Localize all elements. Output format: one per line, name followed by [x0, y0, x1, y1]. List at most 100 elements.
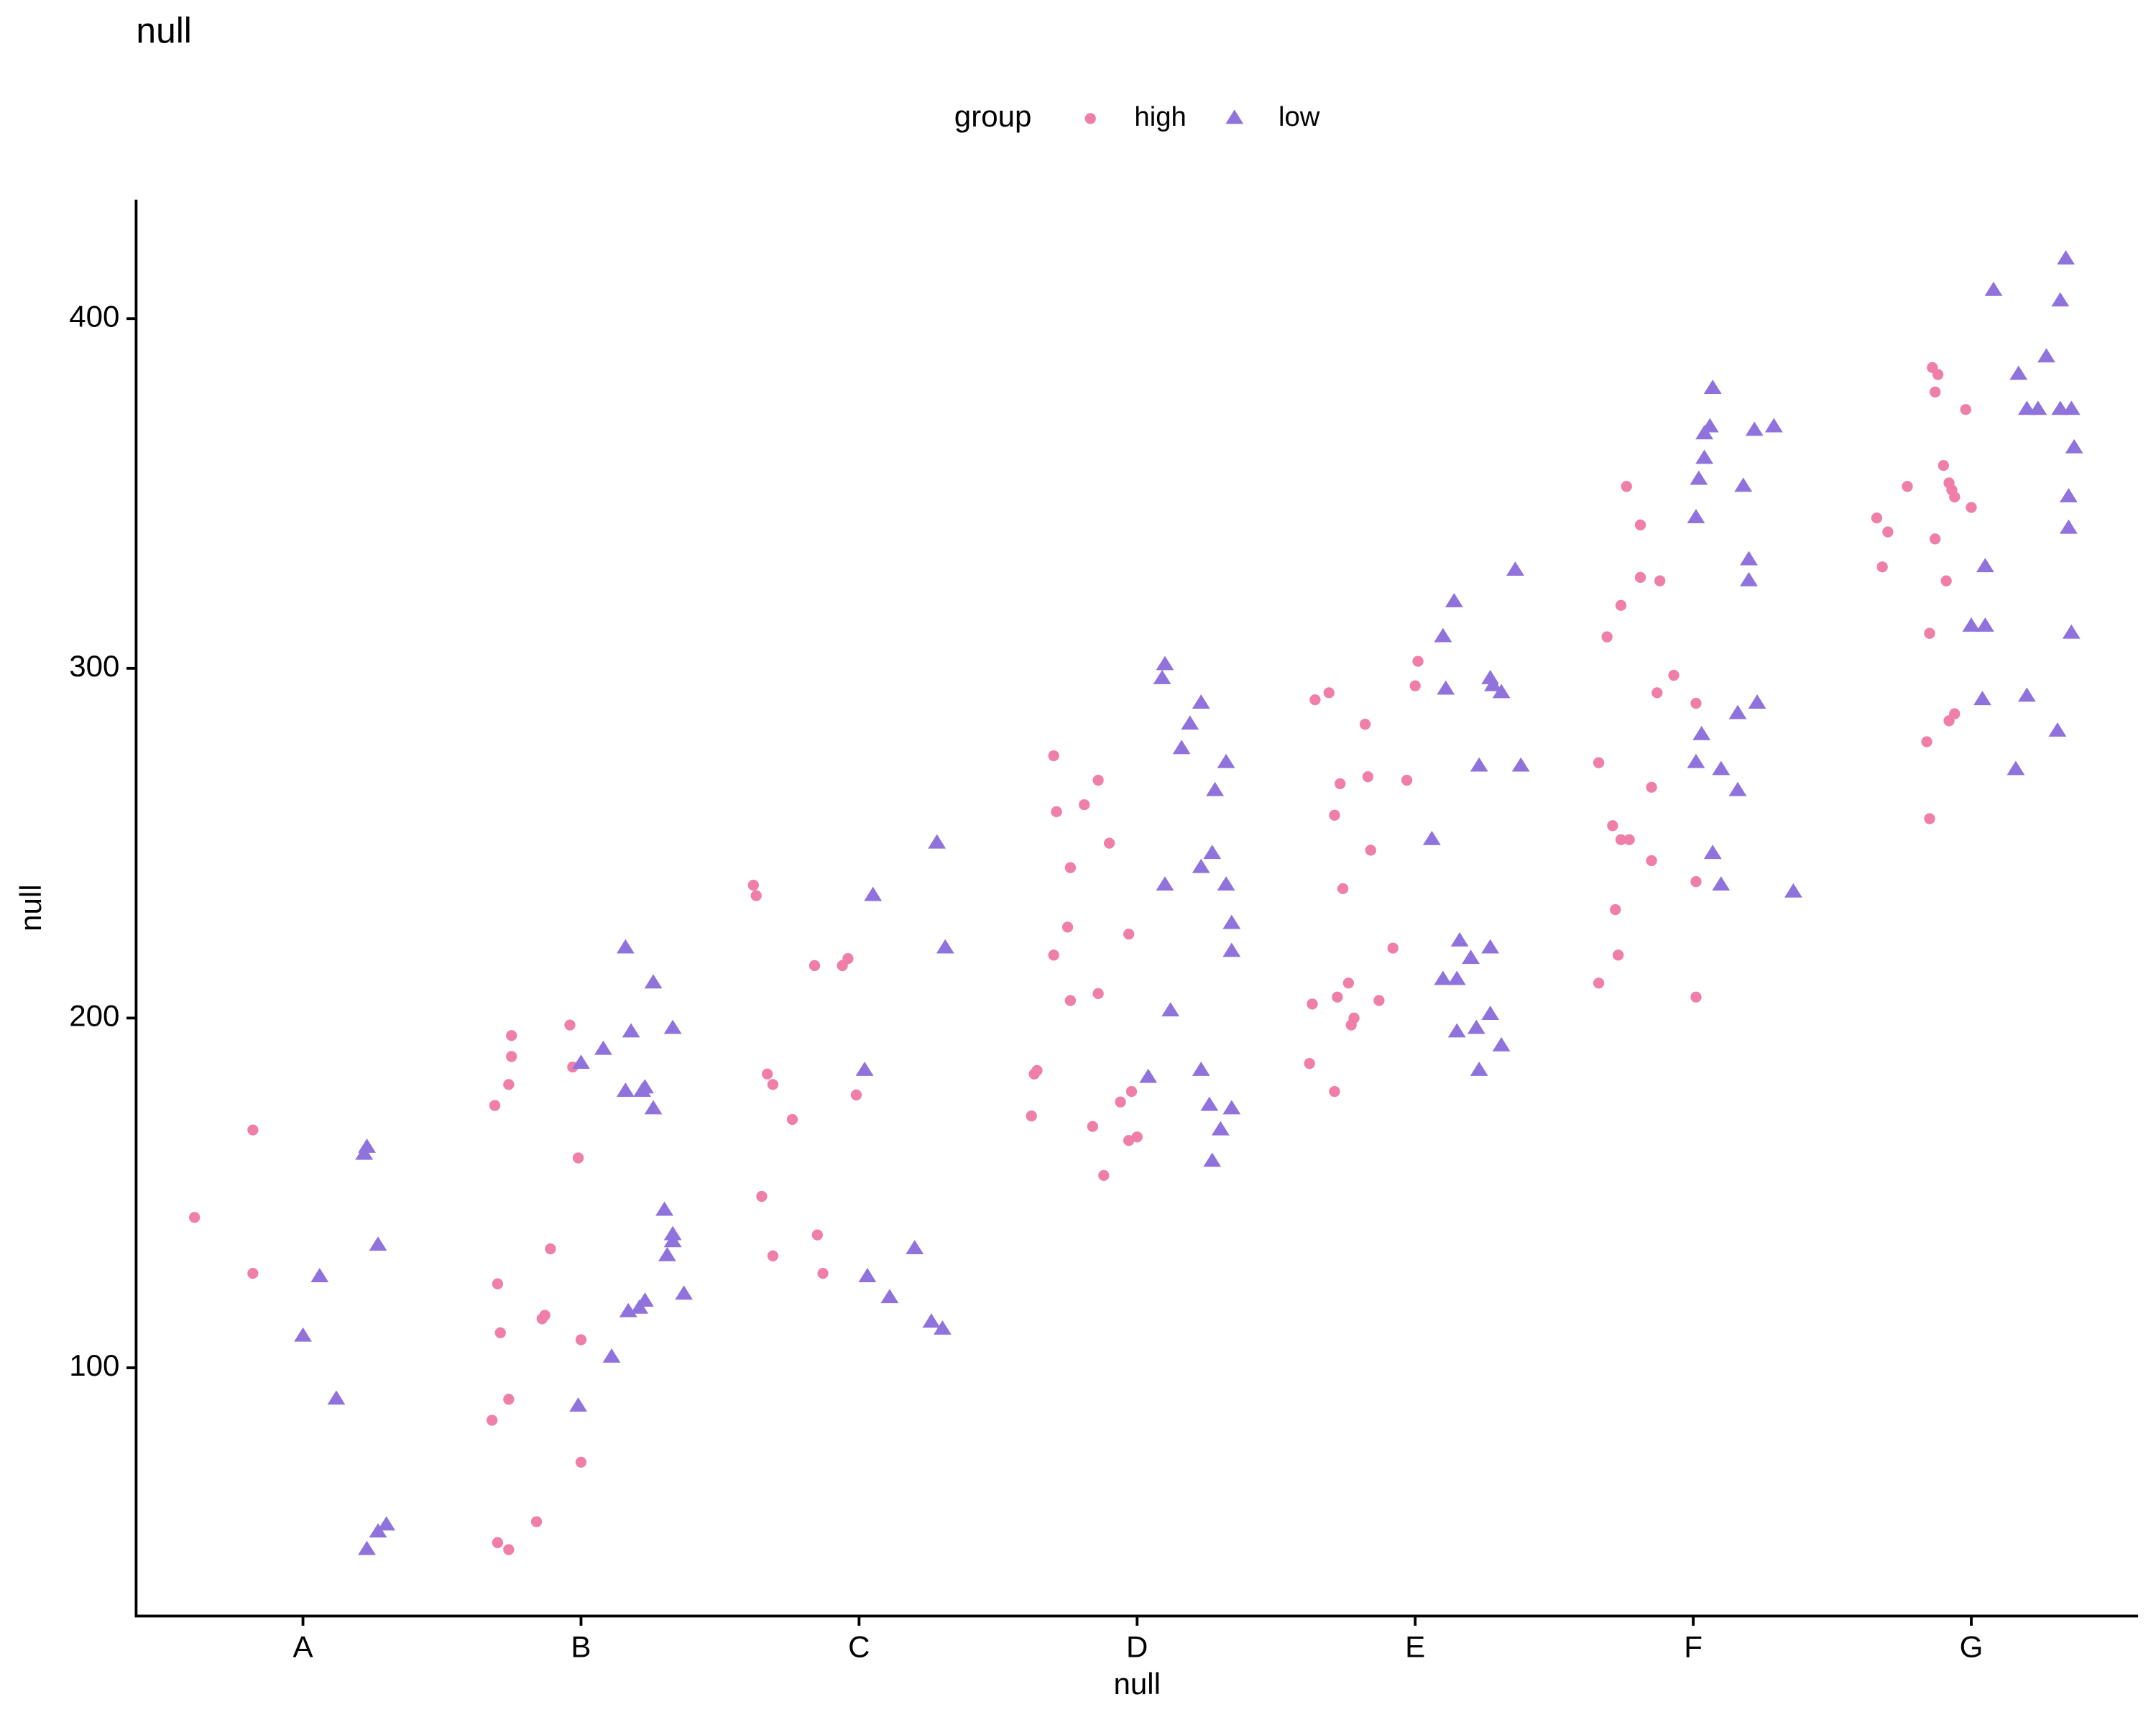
point [1470, 1061, 1488, 1076]
point [858, 1268, 877, 1282]
point [1181, 715, 1199, 730]
point [1365, 845, 1376, 856]
point [1728, 704, 1747, 719]
point [492, 1278, 504, 1289]
point [369, 1236, 387, 1251]
point [1447, 1023, 1466, 1038]
point [327, 1390, 346, 1405]
point [1703, 845, 1722, 860]
point [572, 1054, 590, 1070]
point [762, 1068, 773, 1080]
point [1949, 491, 1961, 503]
point [1634, 571, 1646, 583]
point [489, 1100, 501, 1111]
point [1621, 481, 1632, 492]
point [1373, 995, 1385, 1006]
point [1481, 939, 1500, 954]
point [1646, 855, 1657, 867]
point [1703, 380, 1722, 395]
point [1329, 1085, 1340, 1098]
point [1610, 903, 1621, 916]
point [1222, 914, 1241, 929]
x-tick-label: B [571, 1630, 591, 1664]
point [1607, 820, 1618, 832]
point [811, 1229, 823, 1241]
point [1359, 719, 1371, 730]
point [1434, 627, 1452, 643]
point [1623, 834, 1635, 845]
point [294, 1327, 312, 1342]
point [922, 1313, 941, 1328]
point [1690, 470, 1708, 485]
point [1712, 876, 1731, 891]
point [1139, 1068, 1158, 1083]
point [1304, 1058, 1315, 1070]
point [1335, 778, 1346, 790]
point [1467, 1019, 1485, 1034]
point [817, 1267, 829, 1279]
point [1690, 875, 1702, 888]
point [575, 1334, 587, 1346]
point [1161, 1002, 1180, 1017]
point [616, 939, 635, 954]
legend-key [1225, 109, 1244, 124]
legend-key [1084, 113, 1096, 124]
point [1921, 736, 1932, 748]
point [1156, 876, 1174, 891]
point [1332, 991, 1343, 1003]
point [1309, 694, 1321, 706]
point [1192, 694, 1210, 709]
point [1115, 1096, 1126, 1108]
x-tick-label: A [293, 1630, 313, 1664]
point [1973, 691, 1991, 706]
point [1203, 845, 1222, 860]
point [934, 1320, 952, 1335]
point [1156, 656, 1174, 671]
point [1668, 669, 1680, 681]
point [1434, 970, 1452, 985]
point [530, 1516, 543, 1527]
point [655, 1201, 673, 1216]
point [630, 1299, 649, 1314]
point [1882, 526, 1894, 538]
point [506, 1051, 517, 1062]
point [1153, 669, 1171, 684]
point [1323, 687, 1335, 699]
point [1615, 834, 1627, 845]
point [1470, 757, 1488, 772]
y-tick-label: 100 [69, 1348, 119, 1382]
point [906, 1240, 924, 1255]
point [1924, 627, 1935, 639]
point [2009, 365, 2028, 380]
point [1123, 1135, 1135, 1146]
point [1740, 571, 1758, 586]
point [1412, 656, 1424, 667]
point [1079, 799, 1090, 811]
point [767, 1250, 779, 1261]
point [1092, 988, 1104, 1000]
point [1976, 617, 1994, 632]
legend-title: group [954, 99, 1032, 133]
point [1593, 978, 1605, 989]
point [808, 960, 821, 972]
point [1871, 512, 1883, 524]
point [1064, 995, 1077, 1006]
point [1976, 558, 1994, 573]
point [1932, 369, 1944, 380]
point [1492, 1036, 1511, 1052]
point [1217, 876, 1235, 891]
point [1172, 740, 1191, 755]
point [850, 1089, 862, 1101]
point [1511, 757, 1530, 772]
point [1098, 1169, 1110, 1182]
point [1026, 1110, 1037, 1122]
legend-label: high [1134, 101, 1186, 132]
y-axis-label: null [14, 884, 47, 932]
point [1064, 862, 1077, 873]
point [675, 1285, 694, 1300]
point [2062, 400, 2081, 415]
point [2059, 487, 2078, 502]
point [756, 1190, 768, 1202]
point [1924, 813, 1935, 824]
point [594, 1040, 612, 1055]
